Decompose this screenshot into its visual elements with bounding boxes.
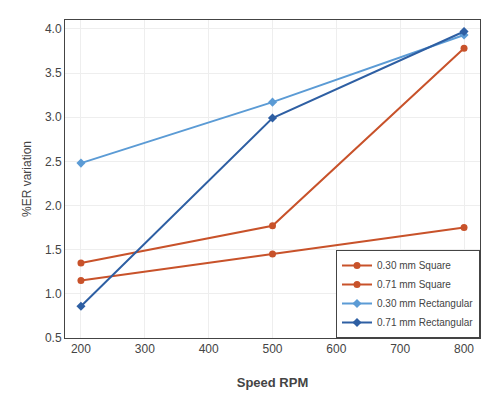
svg-text:700: 700	[390, 342, 410, 356]
svg-text:Speed RPM: Speed RPM	[237, 375, 309, 390]
svg-text:%ER variation: %ER variation	[20, 141, 34, 217]
svg-text:0.30 mm Rectangular: 0.30 mm Rectangular	[377, 298, 473, 309]
svg-text:600: 600	[326, 342, 346, 356]
svg-text:3.0: 3.0	[45, 110, 62, 124]
svg-text:800: 800	[454, 342, 474, 356]
svg-text:0.71 mm Rectangular: 0.71 mm Rectangular	[377, 317, 473, 328]
svg-text:0.30 mm Square: 0.30 mm Square	[377, 260, 451, 271]
svg-text:200: 200	[71, 342, 91, 356]
svg-text:400: 400	[199, 342, 219, 356]
svg-text:1.5: 1.5	[45, 243, 62, 257]
svg-text:4.0: 4.0	[45, 22, 62, 36]
svg-text:2.0: 2.0	[45, 199, 62, 213]
svg-text:1.0: 1.0	[45, 287, 62, 301]
svg-text:3.5: 3.5	[45, 66, 62, 80]
svg-text:300: 300	[135, 342, 155, 356]
svg-text:0.71 mm Square: 0.71 mm Square	[377, 279, 451, 290]
svg-text:0.5: 0.5	[45, 331, 62, 345]
svg-text:2.5: 2.5	[45, 155, 62, 169]
svg-text:500: 500	[262, 342, 282, 356]
